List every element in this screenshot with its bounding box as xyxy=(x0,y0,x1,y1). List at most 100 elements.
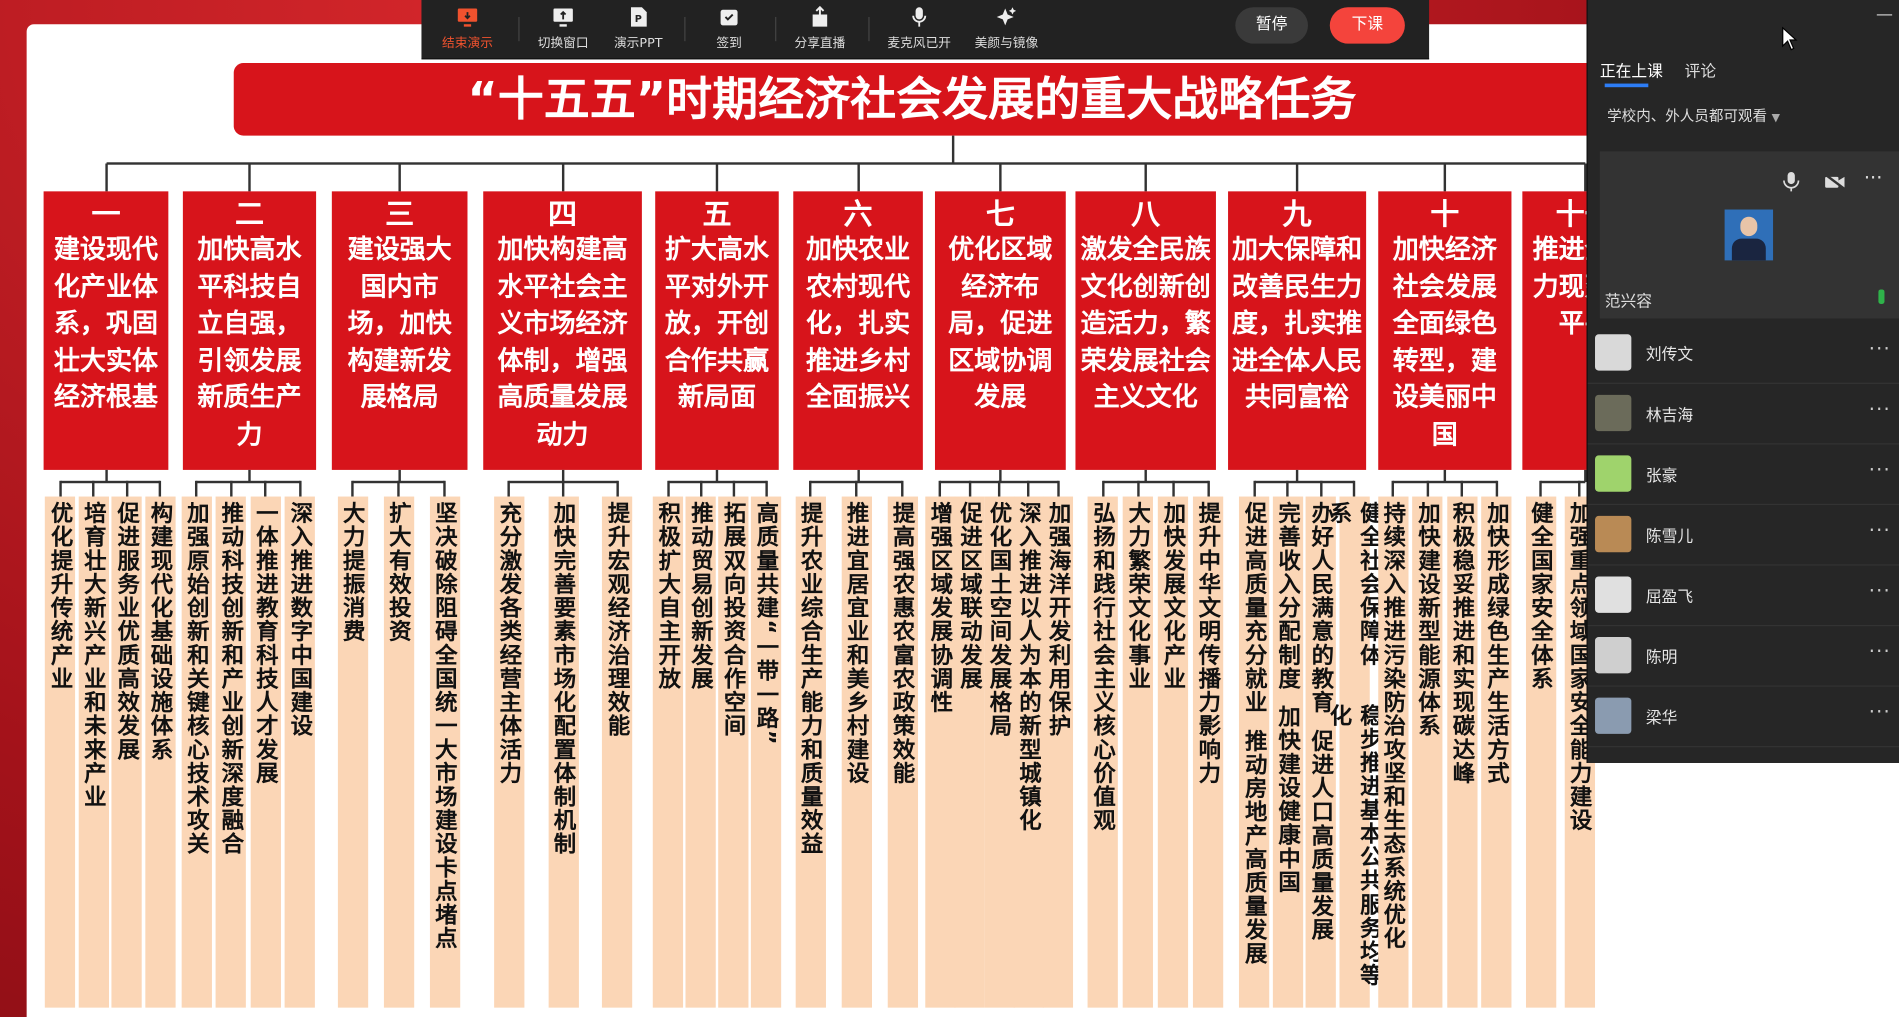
task-item: 加快发展文化产业 xyxy=(1160,501,1186,691)
tab[interactable]: 正在上课 xyxy=(1599,62,1663,82)
task-item: 大力提振消费 xyxy=(339,501,366,644)
participant-name: 梁华 xyxy=(1645,709,1678,728)
button-label: 美颜与镜像 xyxy=(974,36,1039,51)
task-item: 弘扬和践行社会主义核心价值观 xyxy=(1089,501,1116,833)
toolbar-button[interactable]: 签到 xyxy=(684,5,774,52)
toolbar-button[interactable]: 切换窗口 xyxy=(518,5,608,52)
toolbar-button[interactable]: P 演示PPT xyxy=(593,5,683,52)
column-head: 八激发全民族文化创新创造活力，繁荣发展社会主义文化 xyxy=(1075,191,1216,470)
audience-dropdown[interactable]: 学校内、外人员都可观看 ▼ xyxy=(1607,107,1781,125)
participant-row[interactable]: 陈雪儿 ··· xyxy=(1587,504,1899,566)
connector xyxy=(715,469,719,483)
connector xyxy=(1144,163,1147,192)
task-item: 办好人民满意的教育 xyxy=(1308,501,1334,714)
participant-row[interactable]: 张豪 ··· xyxy=(1587,443,1899,506)
camera-off-icon[interactable] xyxy=(1824,173,1846,190)
task-strip: 推动科技创新和产业创新深度融合 xyxy=(215,496,247,1008)
connector xyxy=(1295,163,1299,192)
participant-name: 张豪 xyxy=(1645,467,1678,486)
toolbar-button[interactable]: 麦克风已开 xyxy=(874,5,964,52)
icon xyxy=(912,7,927,27)
more-icon[interactable]: ··· xyxy=(1863,165,1883,189)
column-head: 四加快构建高水平社会主义市场经济体制，增强高质量发展动力 xyxy=(483,191,642,470)
task-strip: 大力提振消费 xyxy=(337,496,368,1008)
column-heading: 建设现代化产业体系，巩固壮大实体经济根基 xyxy=(53,234,159,413)
connector xyxy=(1393,480,1497,484)
connector xyxy=(248,469,251,483)
toolbar: 结束演示 切换窗口 P 演示PPT 签到 分享直播 麦克风已开 美颜与镜像 xyxy=(421,0,1430,60)
task-strip: 培育壮大新兴产业和未来产业 xyxy=(78,496,109,1008)
connector xyxy=(92,480,95,497)
task-strip: 健全国家安全体系 xyxy=(1525,496,1556,1008)
connector xyxy=(561,163,564,192)
column-head: 九加大保障和改善民生力度，扎实推进全体人民共同富裕 xyxy=(1228,191,1367,470)
pause-button[interactable]: 暂停 xyxy=(1235,7,1308,44)
task-item: 完善收入分配制度 xyxy=(1274,501,1301,691)
mic-icon[interactable] xyxy=(1782,171,1801,193)
connector xyxy=(60,480,161,484)
toolbar-button[interactable]: 分享直播 xyxy=(775,5,865,52)
column-head: 三建设强大国内市场，加快构建新发展格局 xyxy=(331,191,468,470)
task-strip: 提升中华文明传播力影响力 xyxy=(1192,496,1224,1008)
task-item: 优化国土空间发展格局 xyxy=(986,501,1012,738)
connector xyxy=(938,480,942,497)
task-item: 加快完善要素市场化配置体制机制 xyxy=(550,501,576,856)
connector xyxy=(855,480,858,497)
task-item: 深入推进数字中国建设 xyxy=(287,501,313,738)
participant-avatar xyxy=(1595,394,1632,432)
more-icon: ··· xyxy=(1868,518,1891,542)
connector xyxy=(764,480,768,497)
task-item: 扩大有效投资 xyxy=(385,501,412,644)
column-head: 五扩大高水平对外开放，开创合作共赢新局面 xyxy=(655,191,779,470)
connector xyxy=(59,480,62,497)
connector xyxy=(443,480,446,497)
task-strip: 提升农业综合生产能力和质量效益 xyxy=(795,496,826,1008)
task-strip: 促进高质量充分就业 推动房地产高质量发展 xyxy=(1239,496,1270,1008)
connector xyxy=(1254,480,1355,484)
toolbar-button[interactable]: 结束演示 xyxy=(423,5,513,52)
participant-row[interactable]: 屈盈飞 ··· xyxy=(1587,564,1899,627)
task-item: 拓展双向投资合作空间 xyxy=(720,501,747,738)
connector xyxy=(1206,480,1210,497)
column-head: 十加快经济社会发展全面绿色转型，建设美丽中国 xyxy=(1378,191,1512,470)
column-heading: 加快高水平科技自立自强，引领发展新质生产力 xyxy=(197,234,302,450)
task-item: 充分激发各类经营主体活力 xyxy=(496,501,522,785)
task-strip: 提升宏观经济治理效能 xyxy=(602,496,633,1008)
participant-row[interactable]: 林吉海 ··· xyxy=(1587,383,1899,445)
participant-row[interactable]: 梁华 ··· xyxy=(1587,685,1899,748)
column-number: 三 xyxy=(385,197,415,232)
task-strip: 一体推进教育科技人才发展 xyxy=(250,496,281,1008)
tab[interactable]: 评论 xyxy=(1684,62,1717,82)
task-strip: 推进宜居宜业和美乡村建设 xyxy=(841,496,872,1008)
column-number: 六 xyxy=(843,197,873,232)
task-strip: 健全社会保障体系 稳步推进基本公共服务均等化 xyxy=(1326,496,1382,1008)
task-strip: 优化国土空间发展格局 xyxy=(984,496,1015,1008)
participant-name: 林吉海 xyxy=(1645,406,1694,426)
task-strip: 深入推进数字中国建设 xyxy=(284,496,316,1008)
connector xyxy=(1583,163,1586,192)
participant-row[interactable]: 陈明 ··· xyxy=(1587,625,1899,687)
connector xyxy=(507,480,511,497)
task-item: 促进高质量充分就业 xyxy=(1241,501,1268,714)
task-strip: 加强海洋开发利用保护 xyxy=(1043,496,1074,1008)
connector xyxy=(398,163,401,192)
task-item: 构建现代化基础设施体系 xyxy=(147,501,173,762)
audience-text: 学校内、外人员都可观看 xyxy=(1607,107,1768,125)
end-class-button[interactable]: 下课 xyxy=(1329,7,1405,44)
participant-name: 陈明 xyxy=(1645,649,1678,668)
minimize-icon[interactable]: — xyxy=(1875,4,1893,25)
connector xyxy=(667,480,767,484)
task-item: 加强海洋开发利用保护 xyxy=(1045,501,1071,738)
participant-avatar xyxy=(1595,455,1632,492)
participant-row[interactable]: 刘传文 ··· xyxy=(1587,322,1899,384)
task-strip: 加快建设新型能源体系 xyxy=(1412,496,1443,1008)
icon xyxy=(996,7,1017,26)
presenter-video: ··· 范兴容 xyxy=(1599,151,1899,319)
column-heading: 优化区域经济布局，促进区域协调发展 xyxy=(948,234,1053,413)
task-item: 加强原始创新和关键核心技术攻关 xyxy=(183,501,210,856)
task-item: 积极扩大自主开放 xyxy=(655,501,681,691)
toolbar-button[interactable]: 美颜与镜像 xyxy=(962,5,1052,52)
connector xyxy=(1136,480,1140,497)
connector xyxy=(856,469,860,483)
